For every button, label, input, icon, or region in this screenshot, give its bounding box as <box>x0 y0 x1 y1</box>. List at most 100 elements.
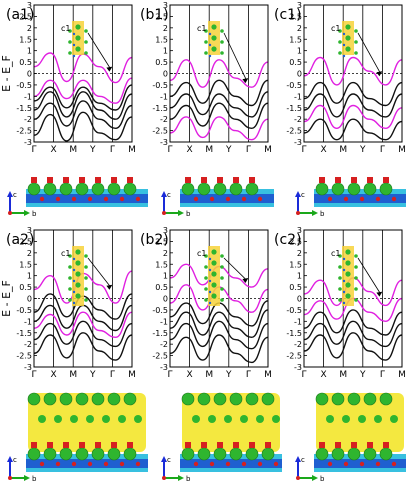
k-point-label: Γ <box>246 370 251 380</box>
k-point-label: X <box>321 145 327 155</box>
atom-red <box>351 442 357 448</box>
atom-dot <box>55 196 61 202</box>
inset-atom <box>342 32 346 36</box>
y-tick-label: -2 <box>294 115 302 124</box>
y-tick-label: 0.5 <box>289 283 302 292</box>
atom-sphere <box>245 392 259 406</box>
inset-atom <box>72 43 76 47</box>
atom-dot <box>39 461 45 467</box>
atom-red <box>95 442 101 448</box>
k-point-label: Γ <box>167 145 172 155</box>
k-point-label: M <box>69 145 77 155</box>
inset-atom <box>208 301 212 305</box>
atom-red <box>185 442 191 448</box>
band-line <box>34 77 132 104</box>
inset-atom <box>220 40 224 44</box>
inset-atom <box>84 29 88 33</box>
k-point-label: Γ <box>110 145 115 155</box>
k-point-label: M <box>264 370 272 380</box>
y-tick-label: 1.5 <box>155 260 168 269</box>
band-line <box>170 59 268 88</box>
inset-atom <box>211 46 217 52</box>
atom-sphere <box>27 447 41 461</box>
inset-atom <box>354 276 358 280</box>
b-axis-head <box>312 475 318 481</box>
atom-sphere <box>70 415 78 423</box>
inset-atom <box>354 287 358 291</box>
y-tick-label: -2.5 <box>286 127 302 136</box>
structure-image: cb <box>161 177 274 218</box>
c-axis-head <box>161 456 167 462</box>
inset-atom <box>354 254 358 258</box>
atom-sphere <box>181 447 195 461</box>
y-tick-label: -1 <box>294 317 302 326</box>
inset-arrow-head <box>376 71 383 77</box>
y-tick-label: -1 <box>24 92 32 101</box>
atom-sphere <box>118 415 126 423</box>
c-axis-label: c <box>13 456 17 464</box>
c-axis-label: c <box>13 191 17 199</box>
y-tick-label: -1.5 <box>16 104 32 113</box>
inset-atom <box>211 282 217 288</box>
atom-sphere <box>379 392 393 406</box>
atom-red <box>47 442 53 448</box>
inset-atom <box>68 265 72 269</box>
y-tick-label: 2 <box>297 249 302 258</box>
band-line <box>34 100 132 130</box>
inset-atom <box>75 249 81 255</box>
y-tick-label: -2 <box>24 340 32 349</box>
k-point-label: Γ <box>246 145 251 155</box>
inset-atom <box>220 298 224 302</box>
atom-sphere <box>261 392 275 406</box>
k-point-label: Γ <box>167 370 172 380</box>
atom-sphere <box>197 182 211 196</box>
b-axis-head <box>24 210 30 216</box>
y-tick-label: 2.5 <box>19 237 32 246</box>
atom-sphere <box>272 415 280 423</box>
atom-sphere <box>43 182 57 196</box>
k-point-label: M <box>205 370 213 380</box>
inset-atom <box>208 268 212 272</box>
atom-dot <box>209 461 215 467</box>
panel-label: (b1) <box>140 7 169 23</box>
atom-red <box>249 442 255 448</box>
atom-dot <box>71 196 77 202</box>
atom-dot <box>257 196 263 202</box>
k-point-label: M <box>339 370 347 380</box>
atom-red <box>367 177 373 183</box>
inset-atom <box>342 301 346 305</box>
y-tick-label: 0.5 <box>155 283 168 292</box>
y-tick-label: 3 <box>297 1 302 10</box>
inset-atom <box>75 24 81 30</box>
inset-atom <box>220 276 224 280</box>
inset-atom <box>72 54 76 58</box>
atom-sphere <box>342 415 350 423</box>
axis-origin <box>296 476 300 480</box>
y-tick-label: -1 <box>24 317 32 326</box>
atom-sphere <box>86 415 94 423</box>
atom-sphere <box>326 415 334 423</box>
c-axis-label: c <box>301 456 305 464</box>
y-tick-label: -3 <box>294 138 302 147</box>
density-isosurface <box>182 393 280 452</box>
atom-red <box>127 177 133 183</box>
inset-atom <box>211 260 217 266</box>
inset-atom <box>68 298 72 302</box>
y-axis-title: E - E_F <box>0 280 13 317</box>
atom-sphere <box>315 447 329 461</box>
atom-dot <box>241 461 247 467</box>
atom-dot <box>135 196 141 202</box>
band-line <box>34 320 132 348</box>
inset-atom <box>208 43 212 47</box>
inset-label: c1 <box>331 24 341 33</box>
band-panel: (c2)32.521.510.50-0.5-1-1.5-2-2.5-3Γ X M Y Γ… <box>274 226 406 380</box>
y-tick-label: -1.5 <box>286 329 302 338</box>
y-tick-label: -1.5 <box>286 104 302 113</box>
axis-origin <box>162 476 166 480</box>
atom-dot <box>327 461 333 467</box>
y-tick-label: 2 <box>163 24 168 33</box>
band-panel: (a2)32.521.510.50-0.5-1-1.5-2-2.5-3Γ X M Y Γ… <box>0 226 136 380</box>
atom-dot <box>193 196 199 202</box>
b-axis-label: b <box>186 475 191 483</box>
atom-sphere <box>75 392 89 406</box>
